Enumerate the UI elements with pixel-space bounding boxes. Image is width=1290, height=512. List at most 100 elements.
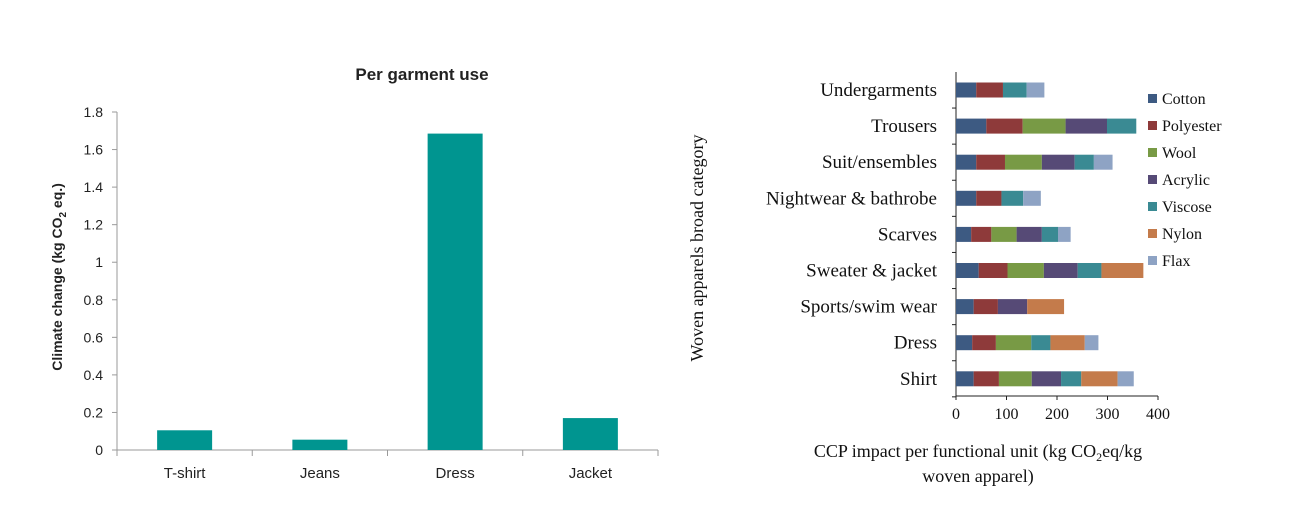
right-x-tick-label: 100 (995, 406, 1019, 423)
segment-viscose (1074, 154, 1094, 170)
segment-polyester (973, 371, 999, 387)
right-y-axis-label: Woven apparels broad category (687, 135, 707, 362)
left-x-ticks: T-shirt Jeans Dress Jacket (116, 450, 659, 482)
right-category-label: Scarves (878, 224, 937, 245)
segment-flax (1093, 154, 1113, 170)
segment-cotton (956, 335, 973, 351)
right-x-tick-label: 200 (1045, 406, 1069, 423)
right-x-ticks: 0 100 200 300 400 (952, 396, 1170, 423)
left-y-tick-label: 0.6 (84, 329, 104, 345)
segment-polyester (973, 299, 998, 315)
legend-label: Acrylic (1162, 172, 1210, 189)
segment-viscose (1106, 118, 1137, 134)
left-bar-t-shirt (157, 430, 213, 450)
legend-swatch-flax (1148, 256, 1157, 265)
right-category-label: Sweater & jacket (806, 261, 938, 282)
segment-cotton (956, 371, 974, 387)
legend-swatch-polyester (1148, 121, 1157, 130)
right-category-label: Nightwear & bathrobe (766, 188, 937, 209)
right-category-label: Undergarments (820, 80, 937, 101)
left-y-tick-label: 1.6 (84, 142, 104, 158)
left-y-tick-label: 1.8 (84, 104, 104, 120)
left-y-ticks: 0 0.2 0.4 0.6 0.8 1 1.2 1.4 1.6 1.8 (84, 104, 117, 458)
segment-wool (1022, 118, 1066, 134)
right-stacked-bars (956, 82, 1144, 387)
segment-viscose (1061, 371, 1082, 387)
segment-polyester (976, 190, 1002, 206)
left-y-axis-label: Climate change (kg CO2 eq.) (49, 183, 69, 371)
segment-cotton (956, 226, 972, 242)
right-category-label: Shirt (900, 369, 938, 390)
legend: Cotton Polyester Wool Acrylic Viscose Nylon Fl… (1148, 91, 1222, 270)
left-y-tick-label: 1.2 (84, 217, 104, 233)
left-y-tick-label: 0.4 (84, 367, 104, 383)
segment-wool (998, 371, 1032, 387)
segment-flax (1117, 371, 1134, 387)
left-x-tick-label: Dress (436, 465, 475, 482)
segment-acrylic (1016, 226, 1042, 242)
segment-viscose (1001, 190, 1024, 206)
right-x-tick-label: 0 (952, 406, 960, 423)
segment-cotton (956, 263, 979, 278)
left-y-tick-label: 1 (95, 254, 103, 270)
left-bar-dress (427, 133, 483, 450)
left-y-tick-label: 1.4 (84, 179, 104, 195)
segment-wool (1004, 154, 1042, 170)
legend-swatch-viscose (1148, 202, 1157, 211)
legend-label: Polyester (1162, 118, 1222, 135)
left-bar-jacket (562, 418, 618, 450)
segment-cotton (956, 190, 977, 206)
segment-acrylic (997, 299, 1028, 315)
right-x-axis-label: CCP impact per functional unit (kg CO2eq… (814, 441, 1142, 464)
segment-flax (1026, 82, 1045, 98)
segment-wool (1007, 263, 1044, 278)
left-x-tick-label: Jacket (569, 465, 613, 482)
segment-viscose (1077, 263, 1102, 278)
right-category-label: Dress (894, 333, 937, 354)
legend-swatch-cotton (1148, 94, 1157, 103)
segment-acrylic (1043, 263, 1078, 278)
legend-label: Cotton (1162, 91, 1206, 108)
segment-flax (1084, 335, 1099, 351)
legend-label: Flax (1162, 253, 1190, 270)
right-chart: Woven apparels broad category Undergarme… (687, 72, 1222, 487)
segment-nylon (1027, 299, 1065, 315)
right-x-axis-label-line2: woven apparel) (922, 466, 1033, 487)
left-chart: Per garment use Climate change (kg CO2 e… (49, 65, 659, 482)
segment-polyester (971, 226, 992, 242)
right-x-tick-label: 300 (1096, 406, 1120, 423)
legend-swatch-wool (1148, 148, 1157, 157)
segment-wool (995, 335, 1032, 351)
segment-polyester (976, 82, 1003, 98)
segment-viscose (1002, 82, 1027, 98)
segment-nylon (1081, 371, 1118, 387)
segment-cotton (956, 154, 977, 170)
segment-viscose (1041, 226, 1059, 242)
segment-nylon (1101, 263, 1144, 278)
left-y-tick-label: 0.8 (84, 292, 104, 308)
segment-flax (1023, 190, 1041, 206)
segment-nylon (1050, 335, 1085, 351)
left-x-tick-label: T-shirt (164, 465, 207, 482)
right-category-label: Suit/ensembles (822, 152, 937, 173)
segment-polyester (978, 263, 1008, 278)
segment-polyester (986, 118, 1023, 134)
legend-swatch-nylon (1148, 229, 1157, 238)
segment-polyester (976, 154, 1005, 170)
legend-label: Wool (1162, 145, 1197, 162)
legend-label: Viscose (1162, 199, 1212, 216)
legend-label: Nylon (1162, 226, 1202, 243)
left-bars (157, 133, 618, 450)
segment-acrylic (1041, 154, 1075, 170)
right-category-labels: Undergarments Trousers Suit/ensembles Night… (766, 80, 956, 398)
segment-viscose (1031, 335, 1051, 351)
left-chart-title: Per garment use (355, 65, 488, 84)
legend-swatch-acrylic (1148, 175, 1157, 184)
right-category-label: Trousers (871, 116, 937, 137)
right-x-tick-label: 400 (1146, 406, 1170, 423)
segment-flax (1058, 226, 1071, 242)
segment-cotton (956, 299, 974, 315)
left-y-tick-label: 0 (95, 442, 103, 458)
left-bar-jeans (292, 439, 348, 450)
